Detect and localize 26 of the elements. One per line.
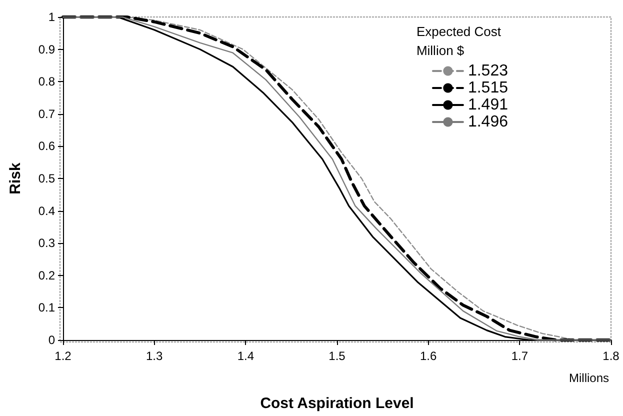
y-tick-label: 0.5 <box>38 172 56 186</box>
legend-label: 1.523 <box>468 62 508 80</box>
y-tick-label: 0.1 <box>38 300 56 315</box>
x-tick-label: 1.5 <box>328 349 346 363</box>
y-tick-label: 0 <box>48 333 56 347</box>
y-tick-label: 0.3 <box>38 236 56 250</box>
y-tick-label: 0.8 <box>38 74 56 89</box>
y-tick-label: 0.6 <box>38 139 56 154</box>
legend-label: 1.496 <box>468 114 508 130</box>
y-tick-label: 0.4 <box>38 204 56 218</box>
y-tick-label: 0.2 <box>38 268 56 282</box>
y-axis-title: Risk <box>7 162 24 194</box>
x-tick-label: 1.2 <box>54 349 72 363</box>
x-tick-label: 1.3 <box>146 349 163 363</box>
text: Millions <box>568 371 610 385</box>
y-tick-label: 0.7 <box>38 106 56 121</box>
y-tick-label: 1 <box>48 10 56 24</box>
x-tick-label: 1.8 <box>602 349 620 363</box>
y-tick-label: 0.9 <box>38 42 56 56</box>
x-axis-title: Cost Aspiration Level <box>260 395 414 412</box>
x-tick-label: 1.6 <box>420 349 437 363</box>
legend-title: Expected Cost Million $ <box>416 24 502 58</box>
x-tick-label: 1.7 <box>511 349 528 363</box>
legend-label: 1.515 <box>468 80 508 96</box>
legend-label: 1.491 <box>468 96 508 114</box>
x-tick-label: 1.4 <box>237 349 254 363</box>
